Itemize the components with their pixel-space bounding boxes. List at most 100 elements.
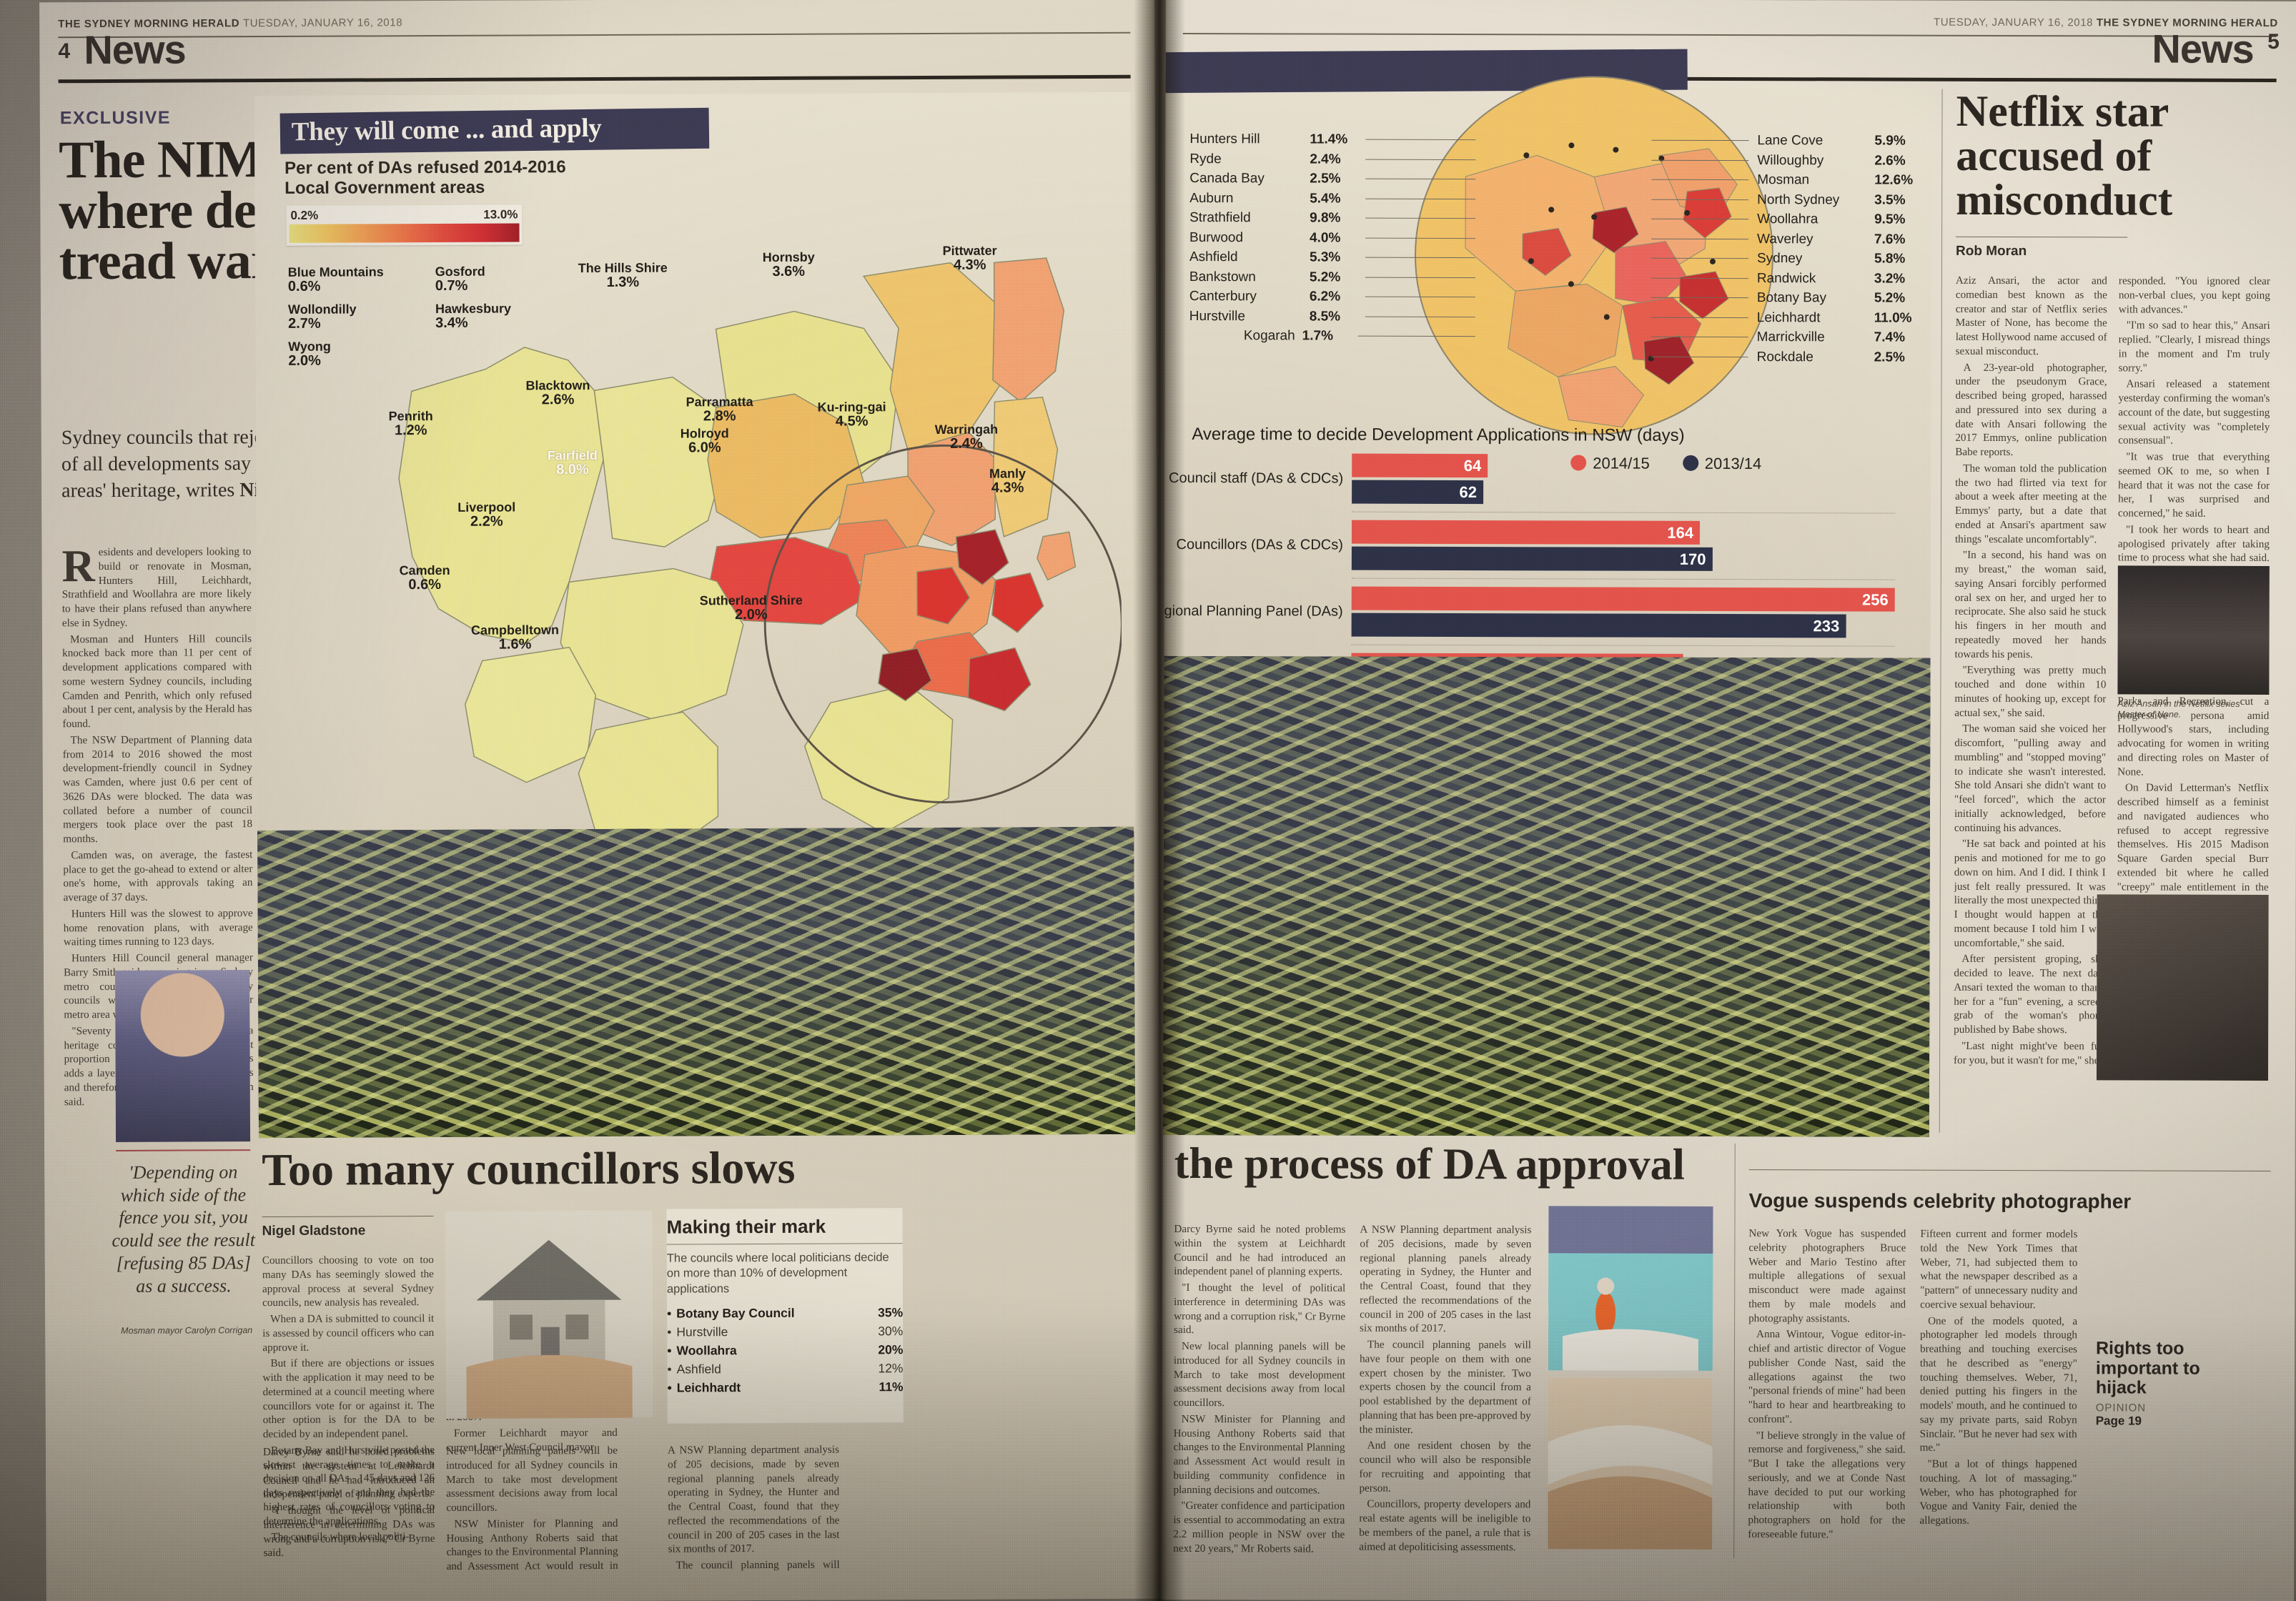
opinion-teaser: Rights too important to hijack OPINION P…: [2095, 1338, 2239, 1428]
table-row: North Sydney 3.5%: [1651, 192, 1930, 208]
leader-line: [1365, 316, 1475, 317]
map-label-campbelltown: Campbelltown 1.6%: [470, 623, 560, 653]
body-paragraph: "He sat back and pointed at his penis an…: [1954, 838, 2106, 949]
map-label-sutherland-shire: Sutherland Shire 2.0%: [699, 593, 803, 623]
body-paragraph: Aziz Ansari, the actor and comedian best…: [1955, 274, 2107, 357]
box-divider: [666, 1243, 903, 1245]
bar-label-jrpp: Joint Regional Planning Panel (DAs): [1162, 603, 1343, 620]
map-label-ku-ring-gai: Ku-ring-gai 4.5%: [817, 400, 886, 430]
inset-circle-map: [1414, 76, 1773, 435]
map-label-liverpool: Liverpool 2.2%: [457, 500, 516, 530]
body-paragraph: But if there are objections or issues wi…: [262, 1357, 435, 1441]
column-rule: [1939, 89, 1943, 1133]
councillors-column-5: A NSW Planning department analysis of 20…: [668, 1443, 840, 1572]
bullet-icon: •: [667, 1306, 672, 1321]
hull-illustration: [1548, 1377, 1713, 1550]
list-item: • Botany Bay Council 35%: [667, 1305, 904, 1321]
chart-separator: [1351, 578, 1895, 580]
body-paragraph: Councillors choosing to vote on too many…: [262, 1254, 435, 1309]
bar-2014-15-councillors: 164: [1351, 520, 1701, 545]
leader-line: [1651, 297, 1748, 299]
table-row: Canada Bay 2.5%: [1189, 171, 1476, 187]
chart-separator: [1352, 511, 1896, 514]
body-paragraph: "I thought the level of political interf…: [263, 1504, 435, 1560]
map-label-camden: Camden 0.6%: [399, 562, 450, 593]
vogue-column-1: New York Vogue has suspended celebrity p…: [1748, 1226, 1906, 1556]
opinion-page-ref: Page 19: [2095, 1413, 2142, 1428]
table-row: Ashfield 5.3%: [1189, 249, 1475, 266]
table-row: Canterbury 6.2%: [1189, 289, 1475, 305]
list-item: • Ashfield 12%: [667, 1361, 904, 1377]
vogue-rule: [1748, 1169, 2271, 1171]
map-label-manly: Manly 4.3%: [989, 466, 1026, 496]
photo-timber-frame-left: [257, 826, 1136, 1139]
map-label-hornsby: Hornsby 3.6%: [762, 249, 815, 280]
leader-line: [1365, 217, 1476, 219]
leader-line: [1651, 238, 1749, 239]
table-row: Marrickville 7.4%: [1651, 329, 1930, 346]
right-page-paper: TUESDAY, JANUARY 16, 2018 THE SYDNEY MOR…: [1162, 0, 2296, 1601]
bar-label-councillors: Councillors (DAs & CDCs): [1176, 536, 1343, 553]
photo-carolyn-corrigan: [115, 970, 251, 1142]
leader-line: [1365, 198, 1476, 199]
choropleth-map: [398, 257, 1123, 861]
kicker-exclusive: EXCLUSIVE: [59, 107, 172, 129]
leader-line: [1651, 356, 1748, 357]
body-paragraph: "I believe strongly in the value of remo…: [1748, 1429, 1906, 1541]
making-their-mark-title: Making their mark: [666, 1215, 826, 1238]
netflix-byline-rule: [1956, 236, 2128, 238]
chart-title-text: Average time to decide Development Appli…: [1192, 425, 1633, 445]
body-paragraph: NSW Minister for Planning and Housing An…: [446, 1517, 618, 1572]
table-row: Botany Bay 5.2%: [1651, 290, 1930, 307]
chart-title-unit: (days): [1636, 425, 1685, 445]
inset-council-list-left: Hunters Hill 11.4% Ryde 2.4% Canada Bay 2.5…: [1189, 132, 1476, 349]
body-paragraph: The woman said she voiced her discomfort…: [1954, 723, 2107, 834]
masthead-rule-bottom: [58, 74, 1131, 84]
leader-line: [1365, 237, 1476, 239]
bar-2014-15-jrpp: 256: [1351, 586, 1895, 612]
leader-line: [1651, 257, 1748, 259]
pullquote-attribution: Mosman mayor Carolyn Corrigan: [121, 1325, 253, 1336]
table-row: Burwood 4.0%: [1189, 230, 1476, 247]
photo-boat-hull: [1548, 1377, 1713, 1550]
graphic-banner-title: They will come ... and apply: [279, 107, 710, 154]
da-process-column-2: A NSW Planning department analysis of 20…: [1359, 1223, 1531, 1560]
body-paragraph: Fifteen current and former models told t…: [1920, 1227, 2078, 1311]
table-row: Willoughby 2.6%: [1651, 152, 1930, 169]
leader-line: [1651, 277, 1748, 279]
da-process-column-1: Darcy Byrne said he noted problems withi…: [1173, 1222, 1345, 1559]
body-paragraph: Darcy Byrne said he noted problems withi…: [1174, 1222, 1346, 1278]
map-label-parramatta: Parramatta 2.8%: [686, 395, 753, 425]
vogue-headline: Vogue suspends celebrity photographer: [1748, 1189, 2132, 1213]
map-label-fairfield: Fairfield 8.0%: [547, 448, 598, 478]
map-graphic-panel: They will come ... and apply Per cent of…: [254, 91, 1135, 981]
body-paragraph: New York Vogue has suspended celebrity p…: [1748, 1227, 1906, 1324]
bar-group-council-staff: Council staff (DAs & CDCs) 64 62: [1169, 453, 1895, 505]
table-row: Auburn 5.4%: [1189, 191, 1476, 207]
opinion-title: Rights too important to hijack: [2095, 1338, 2200, 1398]
opinion-kicker: OPINION: [2095, 1401, 2147, 1414]
body-paragraph: "Greater confidence and participation is…: [1173, 1500, 1345, 1555]
netflix-photo-caption: Aziz Ansari in the Netflix series Master…: [2117, 698, 2240, 720]
left-page: THE SYDNEY MORNING HERALD TUESDAY, JANUA…: [39, 0, 1162, 1601]
body-paragraph: NSW Minister for Planning and Housing An…: [1173, 1412, 1345, 1497]
photo-aziz-ansari-1: [2117, 565, 2270, 695]
bar-2014-15-council-staff: 64: [1352, 453, 1488, 478]
photo-man-in-boat: [1548, 1206, 1713, 1371]
body-paragraph: A 23-year-old photographer, under the ps…: [1955, 361, 2107, 459]
list-item: • Woollahra 20%: [667, 1342, 904, 1358]
bar-2013-14-jrpp: 233: [1351, 613, 1846, 638]
netflix-column-1: Aziz Ansari, the actor and comedian best…: [1954, 274, 2107, 1104]
list-item: • Hurstville 30%: [667, 1324, 904, 1339]
table-row: Leichhardt 11.0%: [1651, 309, 1930, 326]
vogue-column-2: Fifteen current and former models told t…: [1919, 1227, 2077, 1557]
body-paragraph: The council planning panels will have fo…: [1359, 1338, 1532, 1436]
inset-council-list-right: Lane Cove 5.9% Willoughby 2.6% Mosman 12.6%…: [1651, 133, 1931, 370]
table-row: Hurstville 8.5%: [1189, 309, 1475, 325]
table-row: Mosman 12.6%: [1651, 172, 1930, 189]
body-paragraph: The woman told the publication the two h…: [1954, 462, 2107, 545]
section-title-left: News: [84, 26, 186, 73]
bullet-icon: •: [667, 1362, 672, 1377]
body-paragraph: responded. "You ignored clear non-verbal…: [2118, 274, 2270, 316]
byline-nigel-gladstone: Nigel Gladstone: [262, 1223, 366, 1239]
